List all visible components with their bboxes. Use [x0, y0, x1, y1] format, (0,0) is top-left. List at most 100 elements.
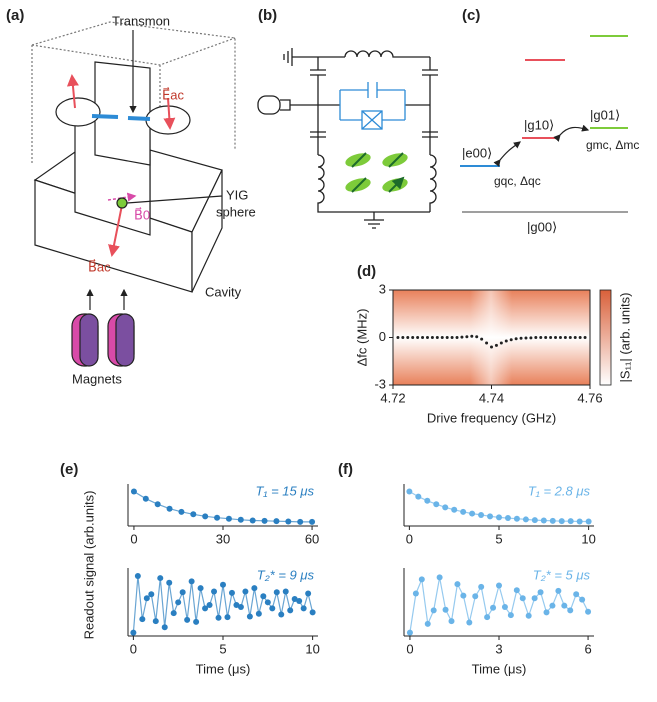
data-point	[148, 591, 155, 598]
data-point	[269, 605, 276, 612]
data-point	[424, 620, 431, 627]
data-point	[433, 501, 440, 508]
data-point	[567, 607, 574, 614]
data-point	[296, 597, 303, 604]
data-point	[411, 336, 415, 339]
circuit-part	[283, 48, 345, 66]
x-tick-label: 0	[406, 531, 413, 546]
data-point	[534, 336, 538, 339]
circuit-part	[310, 131, 438, 138]
panel-labels: (a) (b) (c) (d) (e) (f)	[6, 7, 480, 478]
data-point	[436, 574, 443, 581]
data-point	[139, 616, 146, 623]
panel-labels-part: (c)	[462, 7, 480, 24]
data-point	[297, 518, 304, 525]
circuit-part	[364, 212, 384, 229]
data-point	[513, 587, 520, 594]
data-point	[555, 587, 562, 594]
data-point	[273, 518, 280, 525]
panel-a-labels: Transmon E⃗ac B⃗0 YIG sphere B⃗ac Cavity…	[72, 13, 256, 386]
data-point	[255, 610, 262, 617]
y-tick-label: 3	[379, 281, 386, 296]
data-point	[425, 336, 429, 339]
data-point	[300, 605, 307, 612]
circuit-part	[317, 154, 430, 213]
annotation: T₂* = 5 μs	[533, 567, 591, 582]
data-point	[197, 585, 204, 592]
cavity-sketch-part	[55, 97, 101, 127]
data-point	[478, 511, 485, 518]
data-point	[480, 337, 484, 341]
data-point	[507, 612, 514, 619]
x-tick-label: 4.76	[577, 390, 602, 405]
data-point	[435, 336, 439, 339]
data-point	[445, 336, 449, 339]
data-point	[524, 336, 528, 340]
data-point	[578, 336, 582, 339]
data-point	[450, 336, 454, 339]
data-point	[448, 618, 455, 625]
data-point	[513, 515, 520, 522]
data-point	[549, 602, 556, 609]
data-point	[519, 595, 526, 602]
x-tick-label: 30	[216, 531, 230, 546]
data-point	[260, 593, 267, 600]
data-point	[537, 589, 544, 596]
data-point	[211, 588, 218, 595]
data-point	[454, 581, 461, 588]
data-point	[478, 583, 485, 590]
data-point	[237, 516, 244, 523]
data-point	[585, 608, 592, 615]
data-point	[519, 336, 523, 340]
data-point	[469, 510, 476, 517]
data-point	[529, 336, 533, 340]
panel-labels-part: (e)	[60, 461, 78, 478]
data-point	[202, 605, 209, 612]
panel-a-labels-part: YIG	[226, 187, 248, 202]
data-point	[166, 579, 173, 586]
data-point	[460, 592, 467, 599]
data-point	[161, 624, 168, 631]
data-point	[440, 336, 444, 339]
circuit-part	[339, 82, 406, 121]
data-point	[470, 334, 474, 338]
panel-c-labels-part: gmc, Δmc	[586, 138, 639, 152]
annotation: T₂* = 9 μs	[257, 567, 315, 582]
data-point	[430, 607, 437, 614]
data-point	[134, 573, 141, 580]
data-point	[282, 588, 289, 595]
data-point	[214, 514, 221, 521]
data-point	[540, 517, 547, 524]
data-point	[563, 336, 567, 339]
data-point	[215, 614, 222, 621]
circuit-part	[280, 99, 291, 111]
circuit-part	[310, 57, 326, 155]
data-point	[166, 505, 173, 512]
cavity-sketch	[31, 21, 236, 367]
data-point	[170, 610, 177, 617]
data-point	[285, 518, 292, 525]
x-tick-label: 4.72	[380, 390, 405, 405]
annotation: T₁ = 15 μs	[255, 483, 314, 498]
data-point	[237, 604, 244, 611]
fit-line	[133, 490, 313, 523]
data-point	[190, 511, 197, 518]
panel-a-labels-part: B⃗0	[134, 207, 150, 222]
cavity-sketch-part	[163, 97, 176, 130]
panel-c-labels: |e00⟩ |g10⟩ |g01⟩ |g00⟩ gqc, Δqc gmc, Δm…	[462, 107, 639, 234]
data-point	[460, 335, 464, 339]
cavity-sketch-part	[116, 197, 128, 209]
data-point	[202, 513, 209, 520]
data-point	[130, 629, 137, 636]
data-point	[233, 602, 240, 609]
data-point	[287, 607, 294, 614]
data-point	[573, 336, 577, 339]
data-point	[415, 493, 422, 500]
data-point	[412, 590, 419, 597]
x-tick-label: 5	[219, 641, 226, 656]
data-point	[549, 517, 556, 524]
data-point	[396, 336, 400, 339]
data-point	[228, 589, 235, 596]
data-point	[179, 589, 186, 596]
